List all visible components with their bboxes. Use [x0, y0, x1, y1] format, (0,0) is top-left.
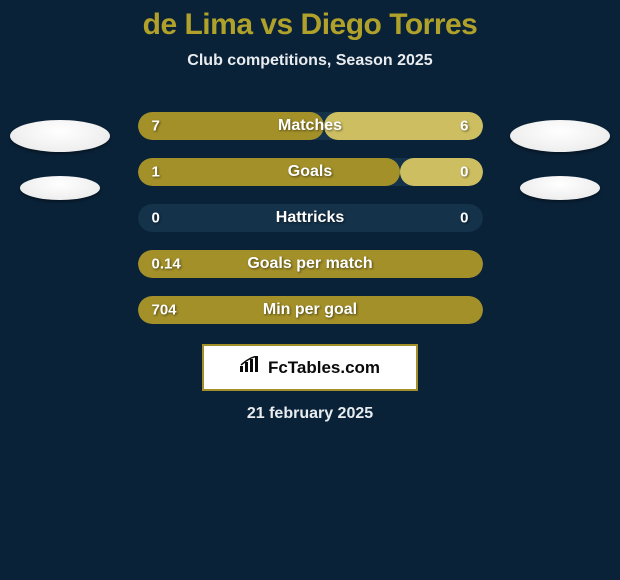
bar-right-fill [324, 112, 483, 140]
stat-label: Hattricks [276, 209, 344, 227]
player-left-avatar [10, 100, 110, 200]
brand-text: FcTables.com [268, 358, 380, 378]
avatar-ellipse [10, 120, 110, 152]
page-title: de Lima vs Diego Torres [0, 0, 620, 42]
bar-left-fill [138, 158, 400, 186]
stat-row: Min per goal 704 [138, 296, 483, 324]
stat-label: Goals per match [247, 255, 372, 273]
avatar-ellipse [20, 176, 100, 200]
stat-row: Hattricks 0 0 [138, 204, 483, 232]
stat-value-right: 0 [460, 210, 468, 227]
stat-value-left: 1 [152, 164, 160, 181]
player-right-avatar [510, 100, 610, 200]
avatar-ellipse [510, 120, 610, 152]
stat-value-right: 0 [460, 164, 468, 181]
avatar-ellipse [520, 176, 600, 200]
stat-label: Matches [278, 117, 342, 135]
stat-value-left: 7 [152, 118, 160, 135]
stat-value-left: 704 [152, 302, 177, 319]
bar-right-fill [400, 158, 483, 186]
stat-label: Goals [288, 163, 332, 181]
stat-value-left: 0.14 [152, 256, 181, 273]
brand-box: FcTables.com [202, 344, 418, 391]
stat-row: Matches 7 6 [138, 112, 483, 140]
stat-value-left: 0 [152, 210, 160, 227]
stat-row: Goals per match 0.14 [138, 250, 483, 278]
chart-icon [240, 356, 262, 379]
stat-row: Goals 1 0 [138, 158, 483, 186]
date-text: 21 february 2025 [0, 405, 620, 423]
stat-label: Min per goal [263, 301, 357, 319]
subtitle: Club competitions, Season 2025 [0, 52, 620, 70]
stat-value-right: 6 [460, 118, 468, 135]
stats-container: Matches 7 6 Goals 1 0 Hattricks 0 0 Goals per mat… [138, 112, 483, 324]
